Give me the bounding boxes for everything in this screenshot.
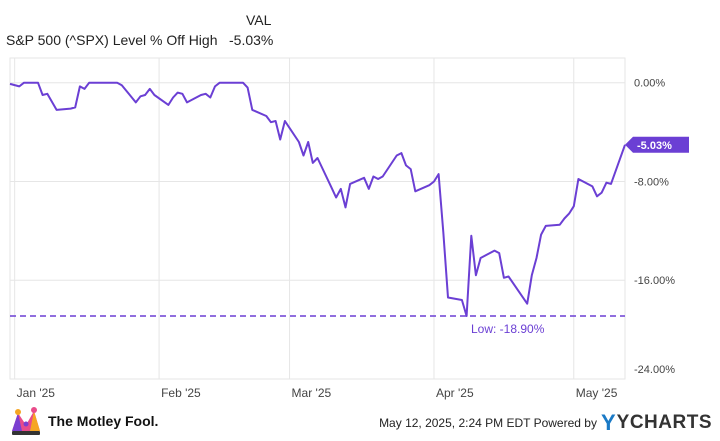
end-value-label: -5.03%	[637, 140, 672, 152]
motley-fool-brand[interactable]: The Motley Fool.	[8, 404, 158, 438]
series-line	[9, 81, 626, 317]
jester-cap-icon	[12, 407, 40, 435]
end-value-tag	[625, 136, 689, 153]
reference-lines: Low: -18.90%	[10, 315, 625, 336]
series-lines	[9, 81, 626, 317]
y-tick-label: -24.00%	[634, 364, 675, 376]
legend-series-name: S&P 500 (^SPX) Level % Off High	[6, 32, 218, 48]
legend-series-value: -5.03%	[229, 32, 274, 48]
axes: 0.00% -8.00% -16.00% -24.00% Jan '25 Feb '25 M…	[17, 78, 676, 400]
grid-lines	[9, 57, 626, 380]
y-tick-label: 0.00%	[634, 78, 665, 90]
x-tick-label: Mar '25	[292, 386, 332, 400]
low-reference-label: Low: -18.90%	[471, 322, 545, 336]
legend-column-header: VAL	[246, 12, 272, 28]
x-tick-label: Jan '25	[17, 386, 56, 400]
x-tick-label: Apr '25	[436, 386, 474, 400]
plot-frame	[9, 57, 626, 380]
brand-name: The Motley Fool.	[48, 413, 159, 429]
timestamp-text: May 12, 2025, 2:24 PM EDT Powered by	[379, 416, 597, 430]
x-tick-label: Feb '25	[161, 386, 201, 400]
data-labels: -5.03%	[625, 136, 689, 153]
ycharts-attribution[interactable]: May 12, 2025, 2:24 PM EDT Powered by Y Y…	[379, 410, 712, 436]
y-tick-label: -8.00%	[634, 176, 669, 188]
y-tick-label: -16.00%	[634, 275, 675, 287]
ycharts-y-logo-icon: Y	[600, 410, 616, 435]
ycharts-wordmark: YCHARTS	[616, 412, 712, 433]
x-tick-label: May '25	[576, 386, 618, 400]
